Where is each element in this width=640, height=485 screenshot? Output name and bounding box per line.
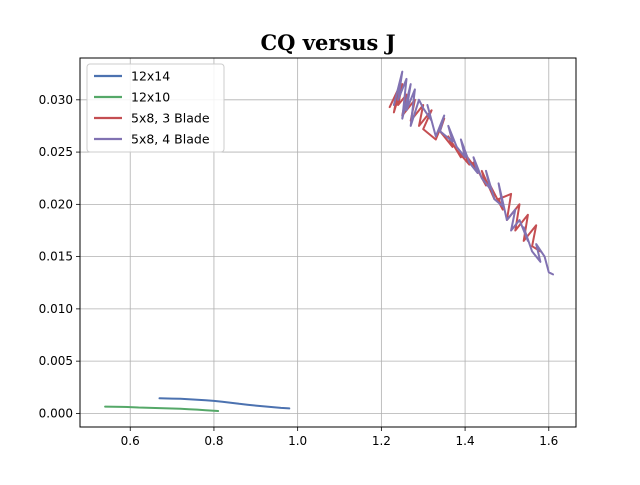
x-tick-label: 0.8 [204, 434, 223, 448]
legend: 12x14 12x10 5x8, 3 Blade 5x8, 4 Blade [86, 63, 225, 153]
legend-label-5x8-4-blade: 5x8, 4 Blade [131, 132, 210, 147]
x-tick-label: 1.2 [372, 434, 391, 448]
legend-label-5x8-3-blade: 5x8, 3 Blade [131, 111, 210, 126]
series-line-12x10 [104, 405, 220, 412]
series-layer [104, 70, 554, 412]
x-tick-label: 1.0 [288, 434, 307, 448]
x-tick-label: 0.6 [121, 434, 140, 448]
series-line-12x14 [158, 397, 291, 410]
y-tick-label: 0.000 [39, 406, 73, 420]
y-tick-label: 0.015 [39, 250, 73, 264]
x-tick-label: 1.6 [539, 434, 558, 448]
y-tick-label: 0.020 [39, 197, 73, 211]
y-tick-label: 0.010 [39, 302, 73, 316]
chart-title: CQ versus J [260, 30, 395, 55]
y-tick-label: 0.005 [39, 354, 73, 368]
series-line-5x8-4-blade [392, 70, 554, 276]
legend-label-12x14: 12x14 [131, 69, 170, 84]
plot-area-frame [79, 57, 577, 428]
legend-box [86, 63, 225, 153]
x-axis: 0.6 0.8 1.0 1.2 1.4 1.6 [121, 427, 558, 448]
x-tick-label: 1.4 [456, 434, 475, 448]
legend-label-12x10: 12x10 [131, 90, 170, 105]
y-tick-label: 0.025 [39, 145, 73, 159]
y-axis: 0.000 0.005 0.010 0.015 0.020 0.025 0.030 [39, 93, 80, 420]
y-tick-label: 0.030 [39, 93, 73, 107]
